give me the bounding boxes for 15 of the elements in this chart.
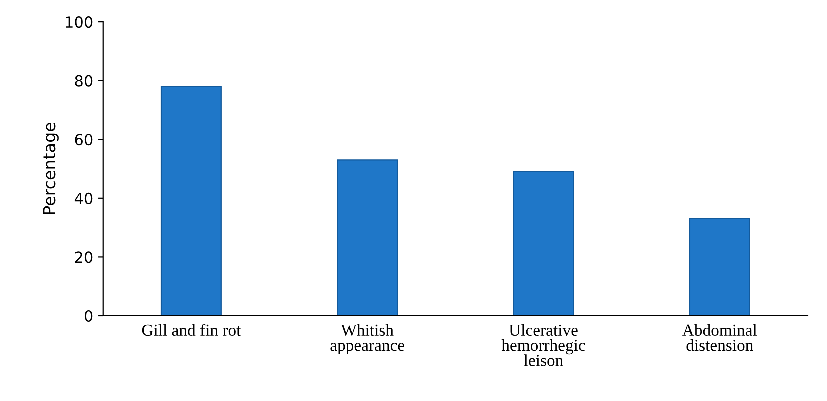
bar [689,218,750,316]
x-tick-label: Gill and fin rot [142,324,242,336]
bar [160,86,222,316]
bar [513,171,574,316]
y-tick-label: 80 [75,75,93,87]
x-tick-label: Whitish appearance [330,324,404,355]
y-tick-label: 20 [75,252,93,264]
y-tick-label: 0 [84,310,93,322]
bar [337,160,398,316]
y-axis-title: Percentage [43,123,59,214]
y-tick-label: 60 [75,134,93,146]
x-tick-label: Abdominal distension [682,324,758,352]
y-tick-label: 40 [74,192,93,204]
y-tick-label: 100 [66,16,93,28]
x-tick-label: Ulcerative hemorrhegic leison [502,324,586,366]
